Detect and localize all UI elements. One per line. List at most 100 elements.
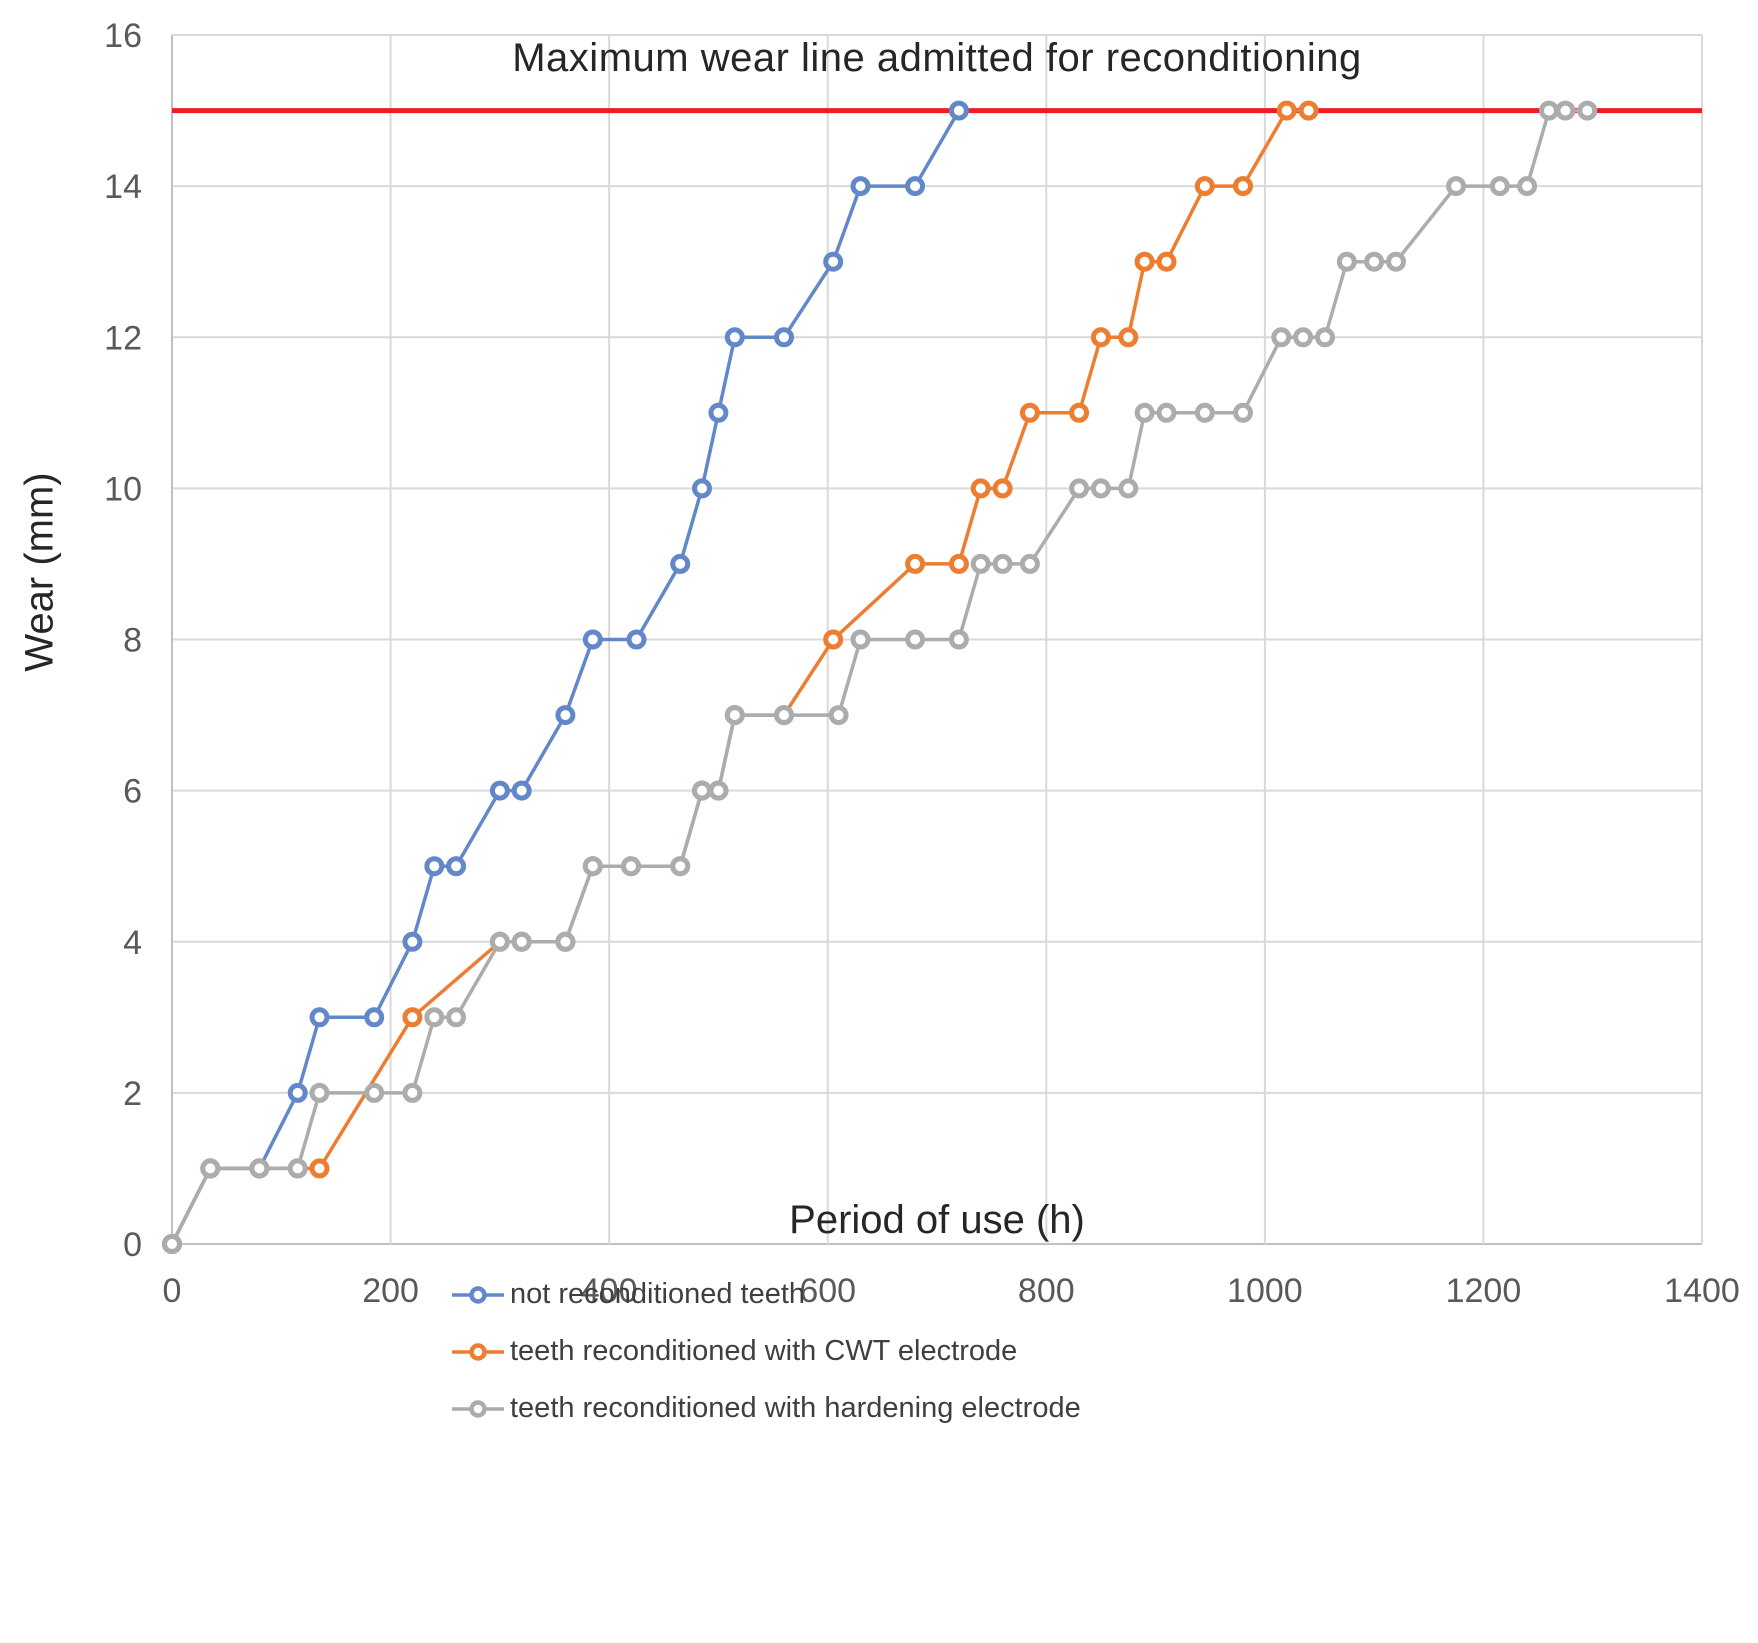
x-tick-label: 0: [163, 1272, 182, 1310]
data-point-marker: [287, 1158, 308, 1179]
data-point-marker: [582, 629, 603, 650]
x-tick-label: 600: [799, 1272, 856, 1310]
data-point-marker: [1156, 402, 1177, 423]
series-0: [162, 100, 969, 1254]
y-tick-label: 14: [104, 168, 142, 206]
series-line: [170, 108, 1311, 1246]
data-point-marker: [555, 931, 576, 952]
data-point-marker: [708, 402, 729, 423]
x-tick-label: 800: [1018, 1272, 1075, 1310]
chart-title: Maximum wear line admitted for reconditi…: [512, 36, 1362, 80]
data-point-marker: [670, 856, 691, 877]
y-tick-label: 2: [123, 1075, 142, 1113]
data-point-marker: [1276, 100, 1297, 121]
data-point-marker: [1134, 402, 1155, 423]
data-point-marker: [948, 100, 969, 121]
legend-marker-icon: [452, 1285, 504, 1304]
series-1: [162, 100, 1319, 1254]
data-point-marker: [309, 1007, 330, 1028]
data-point-marker: [1489, 176, 1510, 197]
data-point-marker: [626, 629, 647, 650]
x-tick-label: 400: [581, 1272, 638, 1310]
data-point-marker: [992, 553, 1013, 574]
data-point-marker: [1577, 100, 1598, 121]
data-point-marker: [1271, 327, 1292, 348]
data-point-marker: [1555, 100, 1576, 121]
data-point-marker: [446, 856, 467, 877]
data-point-marker: [850, 176, 871, 197]
data-point-marker: [402, 931, 423, 952]
data-point-marker: [1298, 100, 1319, 121]
legend-label: teeth reconditioned with hardening elect…: [510, 1392, 1081, 1424]
data-point-marker: [364, 1082, 385, 1103]
data-point-marker: [364, 1007, 385, 1028]
data-point-marker: [828, 705, 849, 726]
data-point-marker: [823, 251, 844, 272]
data-point-marker: [774, 327, 794, 348]
data-point-marker: [1517, 176, 1538, 197]
legend-marker-icon: [452, 1399, 504, 1418]
data-point-marker: [1134, 251, 1155, 272]
data-point-marker: [724, 705, 745, 726]
data-point-marker: [1315, 327, 1335, 348]
y-tick-label: 12: [104, 319, 142, 357]
data-point-marker: [200, 1158, 221, 1179]
x-tick-label: 1000: [1227, 1272, 1303, 1310]
data-point-marker: [287, 1082, 308, 1103]
data-point-marker: [724, 327, 745, 348]
data-point-marker: [511, 780, 532, 801]
data-point-marker: [1336, 251, 1357, 272]
data-point-marker: [1069, 478, 1090, 499]
legend-marker-icon: [452, 1342, 504, 1361]
legend-label: not reconditioned teeth: [510, 1278, 806, 1310]
data-point-marker: [1118, 478, 1139, 499]
data-point-marker: [582, 856, 603, 877]
data-point-marker: [1156, 251, 1177, 272]
data-point-marker: [1539, 100, 1559, 121]
x-tick-label: 1400: [1664, 1272, 1740, 1310]
y-tick-label: 8: [123, 622, 142, 660]
data-point-marker: [1069, 402, 1090, 423]
y-tick-label: 4: [123, 924, 142, 962]
data-point-marker: [774, 705, 794, 726]
y-tick-label: 16: [104, 17, 142, 55]
data-point-marker: [1019, 553, 1040, 574]
legend-item: teeth reconditioned with CWT electrode: [452, 1335, 1081, 1368]
chart-legend: not reconditioned teeth teeth recondition…: [452, 1278, 1081, 1449]
data-point-marker: [489, 780, 510, 801]
data-point-marker: [1233, 402, 1253, 423]
data-point-marker: [1019, 402, 1040, 423]
y-tick-label: 0: [123, 1226, 142, 1264]
data-point-marker: [555, 705, 576, 726]
data-point-marker: [670, 553, 691, 574]
data-point-marker: [970, 553, 991, 574]
data-point-marker: [708, 780, 729, 801]
data-point-marker: [1446, 176, 1467, 197]
data-point-marker: [1293, 327, 1314, 348]
y-tick-label: 10: [104, 470, 142, 508]
data-point-marker: [309, 1082, 330, 1103]
series-line: [170, 108, 1590, 1246]
y-tick-label: 6: [123, 773, 142, 811]
data-point-marker: [905, 553, 926, 574]
x-axis-title: Period of use (h): [789, 1198, 1085, 1242]
data-point-marker: [970, 478, 991, 499]
data-point-marker: [1090, 478, 1111, 499]
data-point-marker: [309, 1158, 330, 1179]
data-point-marker: [446, 1007, 467, 1028]
data-point-marker: [1233, 176, 1253, 197]
data-point-marker: [823, 629, 844, 650]
data-point-marker: [905, 629, 926, 650]
data-point-marker: [948, 553, 969, 574]
series-2: [162, 100, 1598, 1254]
y-axis-title: Wear (mm): [17, 472, 62, 672]
data-point-marker: [511, 931, 532, 952]
legend-item: teeth reconditioned with hardening elect…: [452, 1392, 1081, 1425]
x-tick-label: 200: [362, 1272, 419, 1310]
data-point-marker: [692, 478, 712, 499]
data-point-marker: [1194, 176, 1215, 197]
data-point-marker: [1194, 402, 1215, 423]
data-point-marker: [424, 856, 445, 877]
